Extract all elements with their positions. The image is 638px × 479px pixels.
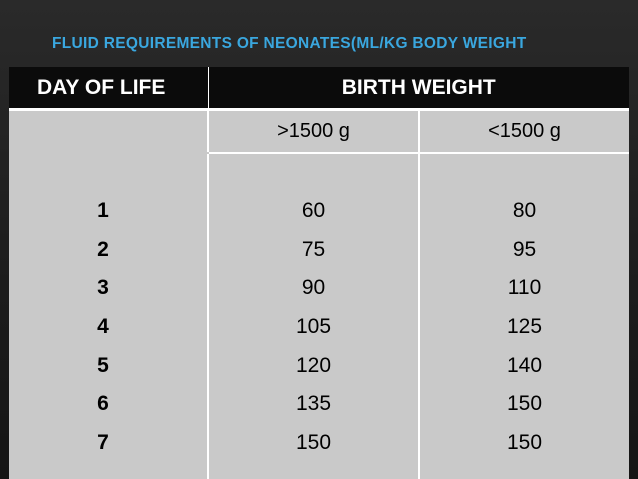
under-1500g-value: 150 bbox=[506, 392, 543, 416]
fluid-requirements-table: DAY OF LIFE BIRTH WEIGHT >1500 g <1500 g… bbox=[9, 67, 630, 479]
over-1500g-value: 105 bbox=[295, 315, 332, 339]
over-1500g-value: 120 bbox=[295, 353, 332, 377]
day-column: 1 2 3 4 5 6 7 bbox=[9, 153, 209, 479]
over-1500g-column: 60 75 90 105 120 135 150 bbox=[208, 153, 420, 479]
day-value: 6 bbox=[97, 392, 109, 416]
under-1500g-value: 150 bbox=[506, 431, 543, 455]
table-subheader-row: >1500 g <1500 g bbox=[9, 109, 630, 154]
under-1500g-column: 80 95 110 125 140 150 150 bbox=[419, 153, 630, 479]
under-1500g-value: 140 bbox=[506, 353, 543, 377]
day-value: 2 bbox=[97, 237, 109, 261]
under-1500g-value: 95 bbox=[512, 237, 537, 261]
header-day-of-life: DAY OF LIFE bbox=[9, 67, 209, 111]
over-1500g-list: 60 75 90 105 120 135 150 bbox=[209, 154, 418, 463]
under-1500g-value: 80 bbox=[512, 199, 537, 222]
day-list: 1 2 3 4 5 6 7 bbox=[9, 154, 207, 463]
day-value: 4 bbox=[97, 315, 109, 339]
subheader-empty-cell bbox=[9, 109, 209, 154]
over-1500g-value: 150 bbox=[295, 431, 332, 455]
table-header-row: DAY OF LIFE BIRTH WEIGHT bbox=[9, 67, 630, 111]
over-1500g-value: 135 bbox=[295, 392, 332, 416]
slide-title: FLUID REQUIREMENTS OF NEONATES(ML/KG BOD… bbox=[52, 35, 527, 52]
day-value: 3 bbox=[97, 276, 109, 300]
day-value: 5 bbox=[97, 353, 109, 377]
day-value: 7 bbox=[97, 431, 109, 455]
over-1500g-value: 60 bbox=[301, 199, 326, 222]
under-1500g-value: 125 bbox=[506, 315, 543, 339]
over-1500g-value: 90 bbox=[301, 276, 326, 300]
day-value: 1 bbox=[97, 199, 109, 222]
under-1500g-value: 110 bbox=[507, 276, 542, 300]
subheader-over-1500g: >1500 g bbox=[208, 109, 420, 154]
over-1500g-value: 75 bbox=[301, 237, 326, 261]
under-1500g-list: 80 95 110 125 140 150 150 bbox=[420, 154, 629, 463]
subheader-under-1500g: <1500 g bbox=[419, 109, 630, 154]
table-data-row: 1 2 3 4 5 6 7 60 75 90 105 120 135 150 80 95 110 125 140… bbox=[9, 153, 630, 479]
header-birth-weight: BIRTH WEIGHT bbox=[208, 67, 630, 111]
